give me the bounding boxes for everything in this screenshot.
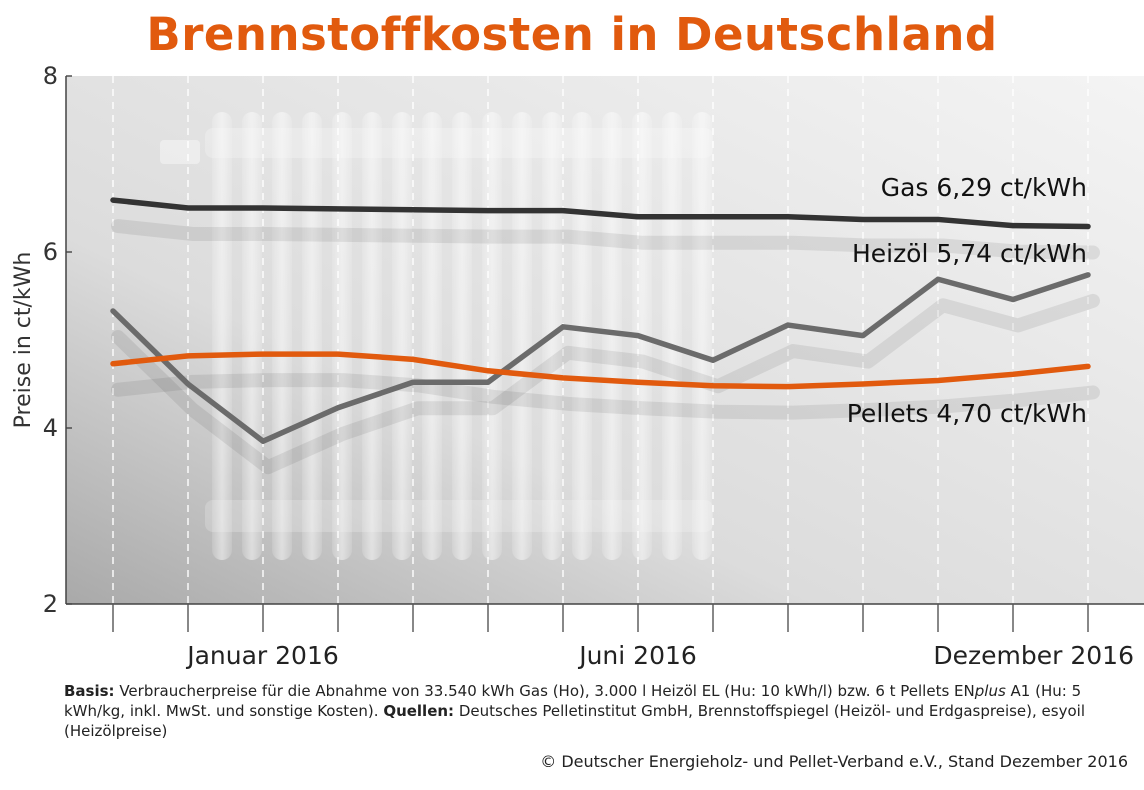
y-tick-label: 6 — [43, 238, 58, 266]
radiator-fin — [692, 112, 712, 560]
series-label: Pellets 4,70 ct/kWh — [847, 399, 1087, 428]
x-tick-label: Januar 2016 — [185, 641, 339, 670]
chart-title: Brennstoffkosten in Deutschland — [146, 8, 998, 61]
y-tick-label: 2 — [43, 590, 58, 618]
basis-italic: plus — [974, 682, 1006, 700]
series-shadow — [111, 293, 1100, 475]
basis-label: Basis: — [64, 682, 115, 700]
radiator-fin — [272, 112, 292, 560]
x-tick-label: Dezember 2016 — [933, 641, 1134, 670]
radiator-fin — [572, 112, 592, 560]
radiator-valve — [160, 140, 200, 164]
series-line-pellets — [110, 351, 1091, 390]
series-line-heizoel — [110, 272, 1091, 444]
radiator-fin — [242, 112, 262, 560]
radiator-fin — [602, 112, 622, 560]
footer-basis: Basis: Verbraucherpreise für die Abnahme… — [64, 681, 1134, 741]
basis-text-1: Verbraucherpreise für die Abnahme von 33… — [114, 682, 975, 700]
series-label-value: 6,29 ct/kWh — [936, 173, 1087, 202]
y-tick-label: 8 — [43, 62, 58, 90]
y-axis-label: Preise in ct/kWh — [11, 252, 36, 429]
radiator-fin — [302, 112, 322, 560]
series-label: Gas 6,29 ct/kWh — [881, 173, 1087, 202]
radiator-fin — [362, 112, 382, 560]
y-tick-label: 4 — [43, 414, 58, 442]
radiator-fin — [452, 112, 472, 560]
chart-canvas: 2 4 6 8 Preise in ct/kWh Januar 2016 Juni 20… — [11, 62, 1144, 670]
series-label-name: Pellets — [847, 399, 937, 428]
radiator-fin — [512, 112, 532, 560]
basis-text-2: A1 (Hu: 5 kWh/kg, inkl. MwSt. und sonsti… — [64, 682, 1082, 720]
series-line-gas — [110, 197, 1091, 230]
radiator-illustration — [160, 112, 713, 560]
line-shadows — [111, 219, 1100, 475]
series-label-name: Heizöl — [852, 239, 936, 268]
series-shadow — [111, 373, 1100, 420]
radiator-fin — [212, 112, 232, 560]
copyright: © Deutscher Energieholz- und Pellet-Verb… — [540, 752, 1128, 771]
series-shadow — [111, 219, 1100, 260]
series-label-value: 4,70 ct/kWh — [936, 399, 1087, 428]
series-label-name: Gas — [881, 173, 937, 202]
vertical-gridlines — [112, 76, 1089, 604]
radiator-fin — [662, 112, 682, 560]
radiator-fin — [332, 112, 352, 560]
series-label: Heizöl 5,74 ct/kWh — [852, 239, 1087, 268]
x-tick-label: Juni 2016 — [577, 641, 697, 670]
sources-label: Quellen: — [383, 702, 455, 720]
sources-text: Deutsches Pelletinstitut GmbH, Brennstof… — [64, 702, 1085, 740]
radiator-fin — [392, 112, 412, 560]
radiator-fin — [422, 112, 442, 560]
radiator-fin — [482, 112, 502, 560]
axes — [65, 76, 1144, 605]
series-label-value: 5,74 ct/kWh — [936, 239, 1087, 268]
footer-notes: Basis: Verbraucherpreise für die Abnahme… — [64, 681, 1134, 741]
